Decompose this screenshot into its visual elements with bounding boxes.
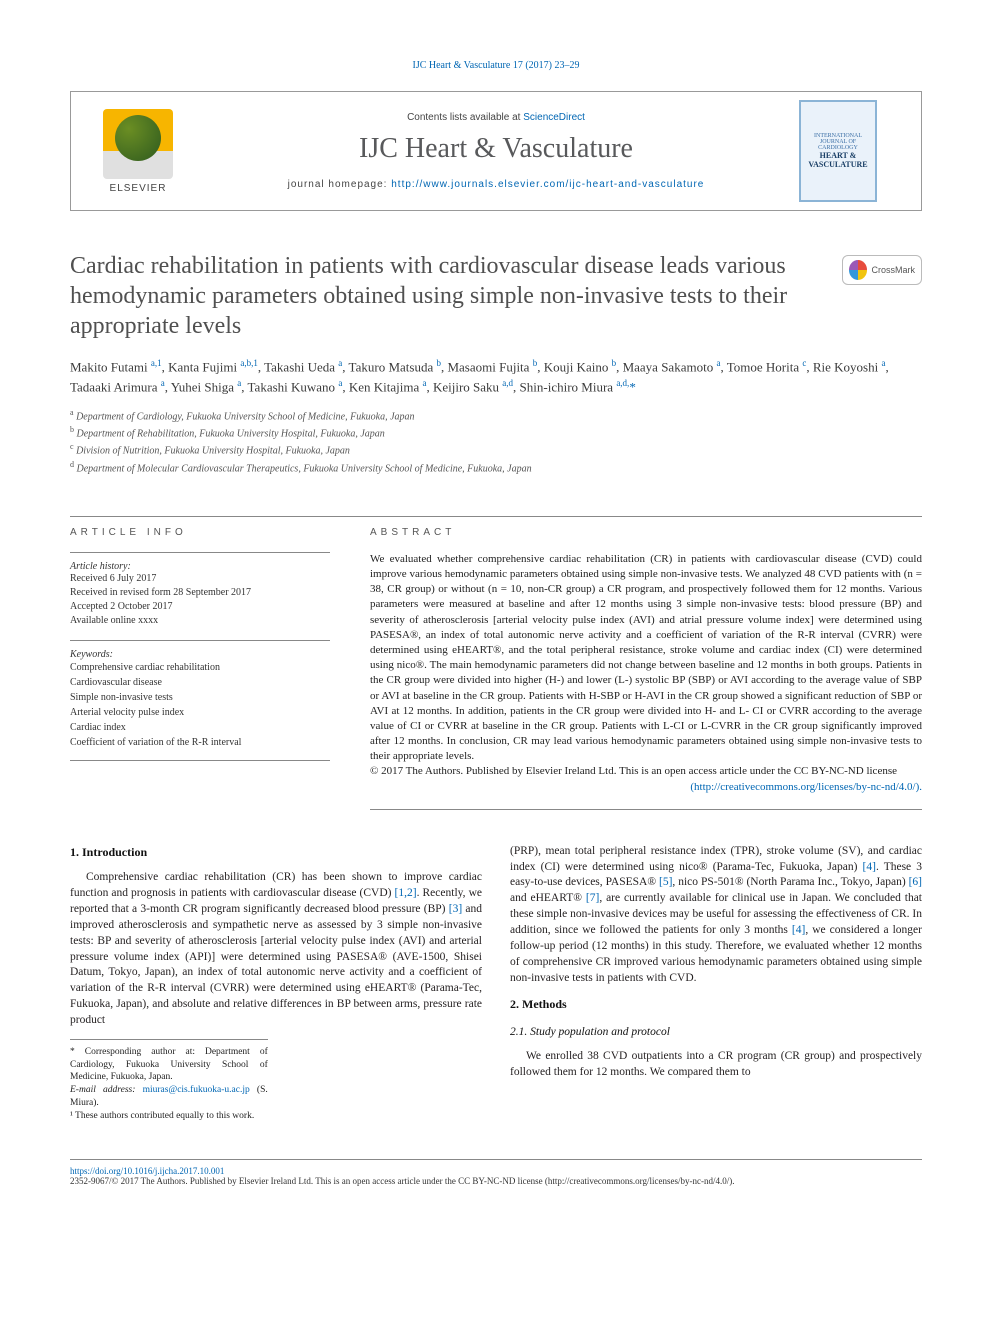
- equal-contrib-note: ¹ These authors contributed equally to t…: [70, 1110, 268, 1123]
- homepage-line: journal homepage: http://www.journals.el…: [193, 179, 799, 190]
- email-label: E-mail address:: [70, 1085, 143, 1095]
- keyword-2: Simple non-invasive tests: [70, 690, 330, 705]
- journal-title: IJC Heart & Vasculature: [193, 133, 799, 165]
- keyword-5: Coefficient of variation of the R-R inte…: [70, 735, 330, 750]
- affiliation-d: d Department of Molecular Cardiovascular…: [70, 459, 922, 476]
- email-link[interactable]: miuras@cis.fukuoka-u.ac.jp: [143, 1085, 250, 1095]
- page: IJC Heart & Vasculature 17 (2017) 23–29 …: [0, 0, 992, 1216]
- body-columns: 1. Introduction Comprehensive cardiac re…: [70, 844, 922, 1123]
- corresponding-note: * Corresponding author at: Department of…: [70, 1046, 268, 1084]
- sciencedirect-link[interactable]: ScienceDirect: [523, 112, 585, 123]
- keywords-label: Keywords:: [70, 649, 330, 660]
- article-info-heading: article info: [70, 527, 330, 538]
- intro-p2: (PRP), mean total peripheral resistance …: [510, 844, 922, 987]
- cover-caption-main: HEART & VASCULATURE: [805, 151, 871, 169]
- page-footer: https://doi.org/10.1016/j.ijcha.2017.10.…: [70, 1159, 922, 1186]
- methods-heading: 2. Methods: [510, 996, 922, 1013]
- top-citation: IJC Heart & Vasculature 17 (2017) 23–29: [70, 60, 922, 71]
- cover-caption-top: INTERNATIONAL JOURNAL OF CARDIOLOGY: [805, 133, 871, 151]
- history-line-0: Received 6 July 2017: [70, 572, 330, 586]
- homepage-link[interactable]: http://www.journals.elsevier.com/ijc-hea…: [391, 179, 704, 190]
- crossmark-badge[interactable]: CrossMark: [842, 255, 922, 285]
- abstract-box: abstract We evaluated whether comprehens…: [370, 527, 922, 810]
- keyword-1: Cardiovascular disease: [70, 675, 330, 690]
- keyword-0: Comprehensive cardiac rehabilitation: [70, 660, 330, 675]
- crossmark-label: CrossMark: [871, 265, 915, 275]
- article-title: Cardiac rehabilitation in patients with …: [70, 251, 922, 341]
- article-info: article info Article history: Received 6…: [70, 527, 330, 810]
- contents-prefix: Contents lists available at: [407, 112, 523, 123]
- journal-header: ELSEVIER Contents lists available at Sci…: [70, 91, 922, 211]
- elsevier-tree-icon: [103, 109, 173, 179]
- methods-p1: We enrolled 38 CVD outpatients into a CR…: [510, 1049, 922, 1081]
- footnotes: * Corresponding author at: Department of…: [70, 1039, 268, 1123]
- affiliation-b: b Department of Rehabilitation, Fukuoka …: [70, 424, 922, 441]
- publisher-logo: ELSEVIER: [83, 109, 193, 194]
- authors: Makito Futami a,1, Kanta Fujimi a,b,1, T…: [70, 357, 922, 397]
- homepage-prefix: journal homepage:: [288, 179, 392, 190]
- license-link[interactable]: (http://creativecommons.org/licenses/by-…: [690, 781, 922, 793]
- affiliations: a Department of Cardiology, Fukuoka Univ…: [70, 407, 922, 476]
- article-history: Article history: Received 6 July 2017 Re…: [70, 552, 330, 628]
- abstract-heading: abstract: [370, 527, 922, 538]
- abstract-body: We evaluated whether comprehensive cardi…: [370, 553, 922, 762]
- email-note: E-mail address: miuras@cis.fukuoka-u.ac.…: [70, 1084, 268, 1110]
- doi-link[interactable]: https://doi.org/10.1016/j.ijcha.2017.10.…: [70, 1166, 224, 1176]
- history-line-2: Accepted 2 October 2017: [70, 600, 330, 614]
- journal-cover-thumb: INTERNATIONAL JOURNAL OF CARDIOLOGY HEAR…: [799, 100, 877, 202]
- affiliation-c: c Division of Nutrition, Fukuoka Univers…: [70, 441, 922, 458]
- history-label: Article history:: [70, 561, 330, 572]
- history-line-1: Received in revised form 28 September 20…: [70, 586, 330, 600]
- keywords-list: Comprehensive cardiac rehabilitation Car…: [70, 660, 330, 750]
- history-line-3: Available online xxxx: [70, 614, 330, 628]
- keyword-4: Cardiac index: [70, 720, 330, 735]
- abstract-text: We evaluated whether comprehensive cardi…: [370, 552, 922, 795]
- header-center: Contents lists available at ScienceDirec…: [193, 112, 799, 190]
- crossmark-icon: [849, 260, 867, 280]
- abstract-copyright: © 2017 The Authors. Published by Elsevie…: [370, 765, 897, 777]
- keywords-block: Keywords: Comprehensive cardiac rehabili…: [70, 640, 330, 761]
- contents-line: Contents lists available at ScienceDirec…: [193, 112, 799, 123]
- issn-line: 2352-9067/© 2017 The Authors. Published …: [70, 1176, 922, 1186]
- intro-p1: Comprehensive cardiac rehabilitation (CR…: [70, 870, 482, 1029]
- meta-row: article info Article history: Received 6…: [70, 516, 922, 810]
- publisher-name: ELSEVIER: [110, 183, 167, 194]
- affiliation-a: a Department of Cardiology, Fukuoka Univ…: [70, 407, 922, 424]
- intro-heading: 1. Introduction: [70, 844, 482, 861]
- keyword-3: Arterial velocity pulse index: [70, 705, 330, 720]
- article-head: CrossMark Cardiac rehabilitation in pati…: [70, 251, 922, 476]
- methods-sub1: 2.1. Study population and protocol: [510, 1025, 922, 1041]
